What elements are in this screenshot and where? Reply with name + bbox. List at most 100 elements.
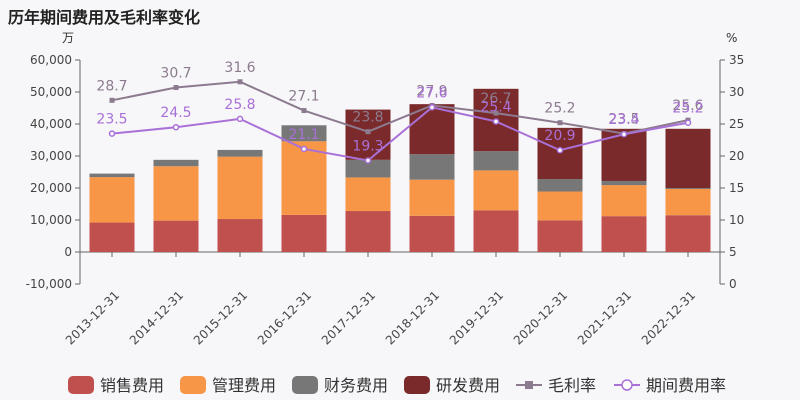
bar-segment bbox=[153, 220, 199, 252]
data-label: 26.7 bbox=[480, 91, 511, 107]
series-line bbox=[111, 106, 689, 162]
bar-segment bbox=[345, 177, 391, 212]
bar-segment bbox=[409, 179, 455, 216]
legend-label: 研发费用 bbox=[436, 376, 500, 395]
x-tick-label: 2014-12-31 bbox=[127, 288, 186, 347]
bar-segment bbox=[473, 170, 519, 211]
left-tick-label: -10,000 bbox=[26, 277, 72, 291]
series-line bbox=[111, 80, 689, 135]
bar-segment bbox=[665, 188, 711, 189]
bar-segment bbox=[281, 141, 327, 215]
bar-segment bbox=[473, 151, 519, 171]
right-tick-label: 0 bbox=[729, 277, 737, 291]
data-label: 24.5 bbox=[160, 105, 191, 121]
x-tick-label: 2017-12-31 bbox=[319, 288, 378, 347]
line-marker bbox=[492, 118, 500, 125]
line-marker bbox=[236, 115, 244, 123]
bar-segment bbox=[89, 177, 135, 223]
line-marker bbox=[364, 157, 372, 164]
bar-segment bbox=[409, 215, 455, 252]
chart-title: 历年期间费用及毛利率变化 bbox=[8, 8, 201, 27]
data-label: 23.8 bbox=[352, 110, 383, 126]
bar-segment bbox=[217, 219, 263, 252]
bar-segment bbox=[89, 173, 135, 178]
line-marker bbox=[365, 129, 371, 135]
line-marker bbox=[300, 145, 308, 153]
data-label: 25.8 bbox=[224, 97, 255, 113]
left-tick-label: 10,000 bbox=[30, 213, 72, 227]
bar-segment bbox=[665, 128, 711, 188]
right-tick-label: 5 bbox=[729, 245, 737, 259]
right-tick-label: 35 bbox=[729, 53, 744, 67]
data-label: 25.2 bbox=[544, 101, 575, 117]
right-tick-label: 20 bbox=[729, 149, 744, 163]
data-label: 25.2 bbox=[672, 101, 703, 117]
line-marker bbox=[173, 85, 179, 91]
left-tick-label: 0 bbox=[64, 245, 72, 259]
bar-segment bbox=[89, 222, 135, 252]
data-label: 19.3 bbox=[352, 138, 383, 154]
legend-label: 毛利率 bbox=[548, 376, 596, 395]
line-marker bbox=[556, 146, 564, 154]
x-tick-label: 2016-12-31 bbox=[255, 288, 314, 347]
data-label: 25.6 bbox=[672, 98, 703, 114]
line-marker bbox=[557, 120, 563, 126]
legend-label: 销售费用 bbox=[100, 376, 164, 395]
line-marker bbox=[428, 104, 436, 111]
line-marker bbox=[301, 108, 307, 114]
data-label: 21.1 bbox=[288, 127, 319, 143]
line-marker bbox=[172, 123, 180, 131]
legend-marker bbox=[525, 381, 533, 389]
bar-segment bbox=[153, 159, 199, 167]
line-marker bbox=[684, 119, 692, 126]
bar-segment bbox=[153, 166, 199, 221]
data-label: 27.9 bbox=[416, 83, 447, 99]
x-tick-label: 2022-12-31 bbox=[639, 288, 698, 347]
data-label: 27.1 bbox=[288, 89, 319, 105]
x-tick-label: 2018-12-31 bbox=[383, 288, 442, 347]
line-marker bbox=[109, 97, 115, 103]
data-label: 27.6 bbox=[416, 85, 447, 101]
left-tick-label: 50,000 bbox=[30, 85, 72, 99]
right-tick-label: 30 bbox=[729, 85, 744, 99]
line-marker bbox=[237, 79, 243, 85]
bar-segment bbox=[665, 215, 711, 252]
x-tick-label: 2013-12-31 bbox=[63, 288, 122, 347]
bar-segment bbox=[345, 211, 391, 252]
line-marker bbox=[620, 130, 628, 138]
bar-segment bbox=[601, 180, 647, 186]
bar-segment bbox=[345, 159, 391, 178]
bar-segment bbox=[665, 188, 711, 216]
legend-label: 财务费用 bbox=[324, 376, 388, 395]
right-axis-unit: % bbox=[726, 31, 737, 45]
left-tick-label: 20,000 bbox=[30, 181, 72, 195]
right-tick-label: 10 bbox=[729, 213, 744, 227]
bar-segment bbox=[601, 185, 647, 217]
bar-segment bbox=[217, 156, 263, 220]
x-tick-label: 2019-12-31 bbox=[447, 288, 506, 347]
legend-swatch bbox=[404, 376, 430, 394]
bar-segment bbox=[473, 210, 519, 252]
data-label: 30.7 bbox=[160, 66, 191, 82]
data-label: 23.4 bbox=[608, 112, 639, 128]
data-label: 20.9 bbox=[544, 128, 575, 144]
x-tick-label: 2021-12-31 bbox=[575, 288, 634, 347]
data-label: 31.6 bbox=[224, 60, 255, 76]
right-tick-label: 25 bbox=[729, 117, 744, 131]
legend-marker bbox=[621, 379, 633, 391]
bar-segment bbox=[601, 216, 647, 252]
right-tick-label: 15 bbox=[729, 181, 744, 195]
data-label: 23.5 bbox=[96, 112, 127, 128]
legend-swatch bbox=[180, 376, 206, 394]
bar-segment bbox=[345, 109, 391, 160]
data-label: 23.5 bbox=[608, 112, 639, 128]
legend-swatch bbox=[292, 376, 318, 394]
left-axis-unit: 万 bbox=[62, 31, 74, 45]
left-tick-label: 30,000 bbox=[30, 149, 72, 163]
bar-segment bbox=[537, 179, 583, 192]
bar-segment bbox=[281, 125, 327, 142]
bar-segment bbox=[217, 149, 263, 157]
bar-segment bbox=[537, 220, 583, 252]
line-marker bbox=[108, 130, 116, 137]
